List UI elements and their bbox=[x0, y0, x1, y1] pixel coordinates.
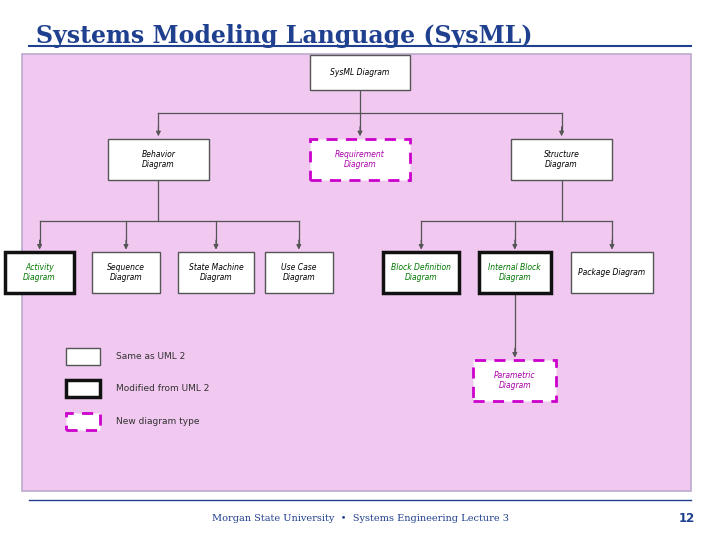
Text: SysML Diagram: SysML Diagram bbox=[330, 69, 390, 77]
FancyBboxPatch shape bbox=[66, 413, 100, 430]
Text: Behavior
Diagram: Behavior Diagram bbox=[141, 150, 176, 169]
Text: Activity
Diagram: Activity Diagram bbox=[23, 263, 56, 282]
FancyBboxPatch shape bbox=[474, 361, 556, 401]
Text: Package Diagram: Package Diagram bbox=[578, 268, 646, 277]
Text: Sequence
Diagram: Sequence Diagram bbox=[107, 263, 145, 282]
FancyBboxPatch shape bbox=[108, 139, 209, 179]
Text: New diagram type: New diagram type bbox=[116, 417, 199, 426]
FancyBboxPatch shape bbox=[511, 139, 612, 179]
FancyBboxPatch shape bbox=[66, 380, 100, 397]
FancyBboxPatch shape bbox=[66, 348, 100, 365]
FancyBboxPatch shape bbox=[571, 252, 654, 293]
FancyBboxPatch shape bbox=[310, 139, 410, 179]
Text: Structure
Diagram: Structure Diagram bbox=[544, 150, 580, 169]
FancyBboxPatch shape bbox=[22, 54, 691, 491]
Text: Morgan State University  •  Systems Engineering Lecture 3: Morgan State University • Systems Engine… bbox=[212, 514, 508, 523]
FancyBboxPatch shape bbox=[6, 252, 74, 293]
FancyBboxPatch shape bbox=[265, 252, 333, 293]
Text: Requirement
Diagram: Requirement Diagram bbox=[335, 150, 385, 169]
Text: Use Case
Diagram: Use Case Diagram bbox=[281, 263, 317, 282]
FancyBboxPatch shape bbox=[383, 252, 459, 293]
Text: Same as UML 2: Same as UML 2 bbox=[116, 352, 185, 361]
Text: Block Definition
Diagram: Block Definition Diagram bbox=[391, 263, 451, 282]
FancyBboxPatch shape bbox=[479, 252, 551, 293]
FancyBboxPatch shape bbox=[310, 56, 410, 90]
Text: Internal Block
Diagram: Internal Block Diagram bbox=[488, 263, 541, 282]
Text: Systems Modeling Language (SysML): Systems Modeling Language (SysML) bbox=[36, 24, 533, 48]
Text: State Machine
Diagram: State Machine Diagram bbox=[189, 263, 243, 282]
Text: Parametric
Diagram: Parametric Diagram bbox=[494, 371, 536, 390]
FancyBboxPatch shape bbox=[179, 252, 253, 293]
Text: 12: 12 bbox=[678, 512, 695, 525]
Text: Modified from UML 2: Modified from UML 2 bbox=[116, 384, 210, 393]
FancyBboxPatch shape bbox=[92, 252, 160, 293]
